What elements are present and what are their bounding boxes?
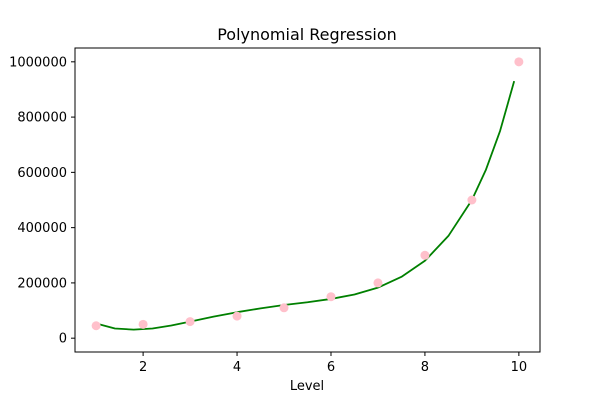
data-point (514, 57, 524, 67)
data-point (279, 303, 289, 313)
data-point (420, 250, 430, 260)
y-tick-label: 800000 (17, 111, 67, 126)
data-point (91, 321, 101, 331)
y-axis-ticks: 0 200000 400000 600000 800000 1000000 (9, 55, 75, 347)
data-point (326, 292, 336, 302)
x-tick-label: 8 (421, 360, 429, 375)
x-tick-label: 10 (511, 360, 528, 375)
chart-marks (91, 57, 524, 331)
x-tick-label: 6 (327, 360, 335, 375)
data-point (185, 317, 195, 327)
plot-area (74, 47, 541, 353)
y-tick-label: 1000000 (9, 55, 67, 70)
y-tick-label: 0 (59, 332, 67, 347)
x-tick-label: 2 (139, 360, 147, 375)
x-axis-label: Level (290, 379, 324, 394)
data-point (138, 319, 148, 329)
data-point (232, 311, 242, 321)
y-tick-label: 200000 (17, 276, 67, 291)
y-tick-label: 600000 (17, 166, 67, 181)
x-tick-label: 4 (233, 360, 241, 375)
data-point (467, 195, 477, 205)
chart-title: Polynomial Regression (217, 25, 397, 44)
regression-line (95, 80, 516, 331)
y-tick-label: 400000 (17, 221, 67, 236)
data-point (373, 278, 383, 288)
x-axis-ticks: 2 4 6 8 10 (139, 352, 527, 375)
